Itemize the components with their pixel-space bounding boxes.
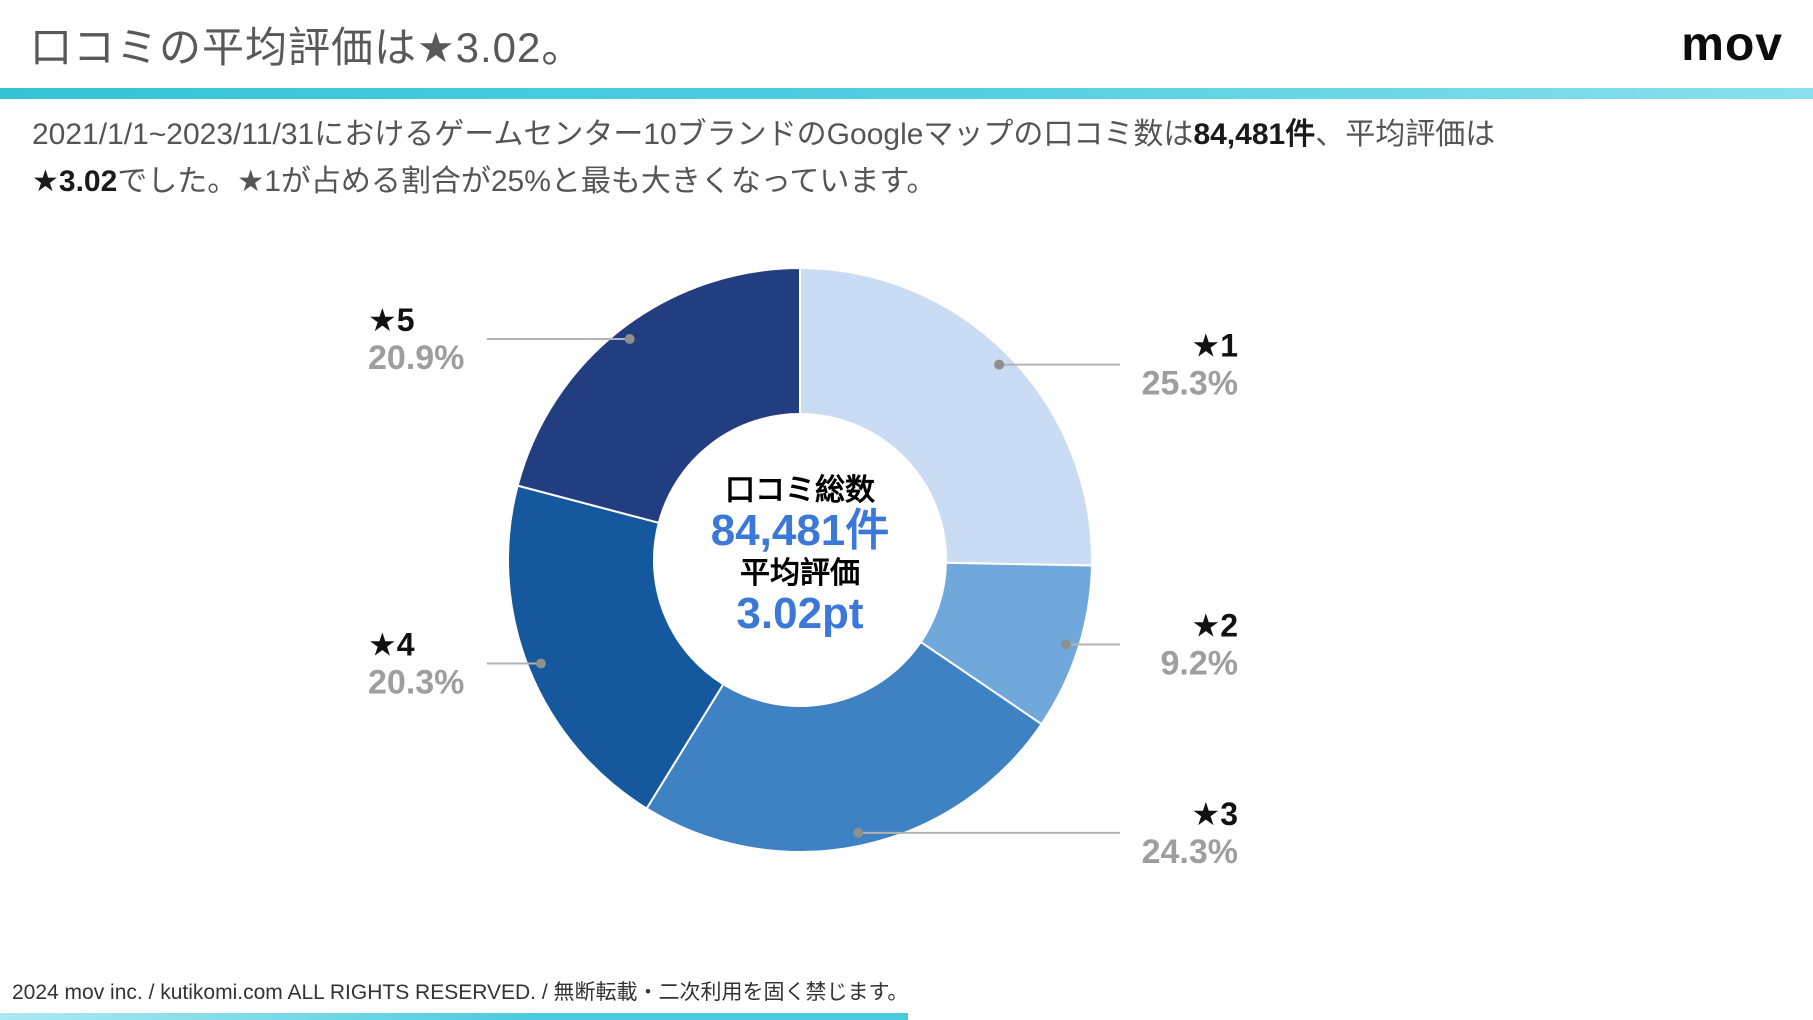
- leader-dot-star4: [535, 658, 546, 669]
- accent-bar-top: [0, 88, 1813, 99]
- footer: 2024 mov inc. / kutikomi.com ALL RIGHTS …: [12, 976, 908, 1006]
- slice-label-star3: ★3: [1192, 796, 1238, 832]
- leader-dot-star5: [624, 334, 635, 345]
- slice-pct-star5: 20.9%: [368, 339, 464, 377]
- leader-dot-star3: [853, 827, 864, 838]
- center-label-1: 84,481件: [711, 506, 890, 555]
- accent-bar-bottom: [0, 1013, 908, 1020]
- center-label-0: 口コミ総数: [725, 474, 876, 507]
- slice-label-star1: ★1: [1192, 328, 1238, 364]
- slice-pct-star1: 25.3%: [1142, 365, 1238, 403]
- intro-segment-0: 2021/1/1~2023/11/31におけるゲームセンター10ブランドのGoo…: [32, 118, 1194, 151]
- intro-text: 2021/1/1~2023/11/31におけるゲームセンター10ブランドのGoo…: [32, 112, 1547, 205]
- leader-dot-star1: [994, 359, 1005, 370]
- intro-segment-2: 、平均評価は: [1315, 118, 1496, 151]
- slice-label-star5: ★5: [368, 302, 414, 338]
- intro-segment-3: ★3.02: [32, 164, 118, 198]
- donut-slice-star5: [516, 266, 801, 525]
- slice-pct-star4: 20.3%: [368, 664, 464, 702]
- center-label-3: 3.02pt: [736, 589, 864, 638]
- intro-segment-1: 84,481件: [1193, 118, 1316, 151]
- leader-dot-star2: [1060, 639, 1071, 650]
- copyright-text: 2024 mov inc. / kutikomi.com ALL RIGHTS …: [12, 981, 909, 1004]
- slice-pct-star3: 24.3%: [1142, 833, 1238, 871]
- header: 口コミの平均評価は★3.02。 mov: [0, 0, 1813, 88]
- donut-slice-star3: [645, 640, 1043, 853]
- donut-slice-star4: [507, 484, 725, 810]
- slice-label-star4: ★4: [368, 627, 415, 663]
- slice-pct-star2: 9.2%: [1161, 645, 1239, 683]
- slice-label-star2: ★2: [1192, 608, 1238, 644]
- page-title: 口コミの平均評価は★3.02。: [30, 23, 585, 71]
- mov-logo: mov: [1681, 17, 1783, 71]
- donut-slice-star1: [799, 266, 1093, 567]
- intro-segment-4: でした。★1が占める割合が25%と最も大きくなっています。: [117, 164, 937, 198]
- center-label-2: 平均評価: [740, 556, 860, 590]
